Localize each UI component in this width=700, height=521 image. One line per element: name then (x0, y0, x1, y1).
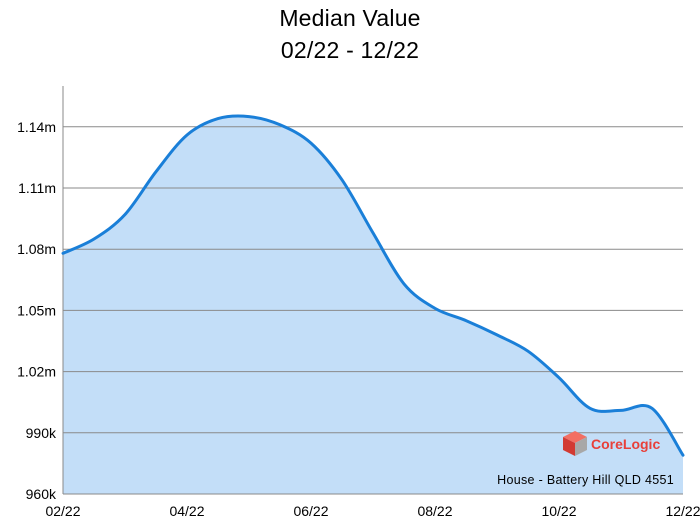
x-tick-label: 10/22 (541, 503, 576, 519)
area-fill (63, 116, 683, 494)
y-tick-label: 1.14m (17, 119, 56, 135)
x-tick-label: 08/22 (417, 503, 452, 519)
y-tick-label: 1.05m (17, 302, 56, 318)
chart-title: Median Value (279, 5, 421, 31)
corelogic-logo (563, 431, 587, 456)
logo-cube-face (563, 437, 575, 456)
x-tick-label: 04/22 (169, 503, 204, 519)
x-tick-label: 06/22 (293, 503, 328, 519)
chart-subtitle: 02/22 - 12/22 (280, 37, 420, 63)
x-tick-label: 12/22 (665, 503, 700, 519)
x-tick-label: 02/22 (45, 503, 80, 519)
y-tick-label: 1.08m (17, 241, 56, 257)
property-caption: House - Battery Hill QLD 4551 (497, 473, 674, 487)
y-tick-label: 1.11m (18, 180, 56, 196)
y-tick-label: 960k (26, 486, 57, 502)
logo-cube-face (575, 437, 587, 456)
series-line (61, 114, 685, 457)
corelogic-wordmark: CoreLogic (591, 436, 660, 452)
y-tick-label: 1.02m (17, 364, 56, 380)
y-tick-label: 990k (26, 425, 57, 441)
